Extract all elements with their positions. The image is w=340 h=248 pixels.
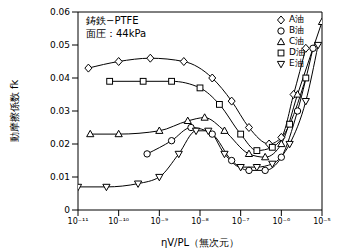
svg-text:0.01: 0.01 — [50, 172, 70, 182]
svg-text:10⁻⁷: 10⁻⁷ — [232, 217, 250, 226]
svg-text:10⁻⁶: 10⁻⁶ — [273, 217, 291, 226]
svg-text:0.03: 0.03 — [50, 106, 70, 116]
html-text:A油: A油 — [289, 14, 305, 24]
svg-text:ηV/PL（無次元）: ηV/PL（無次元） — [161, 237, 239, 248]
svg-text:0: 0 — [64, 205, 70, 215]
html-text:D油: D油 — [289, 47, 305, 57]
svg-text:10⁻⁸: 10⁻⁸ — [191, 217, 209, 226]
html-text:E油: E油 — [289, 58, 304, 68]
html-text:C油: C油 — [289, 36, 305, 46]
html-text:鋳鉄−PTFE: 鋳鉄−PTFE — [86, 15, 139, 26]
svg-text:0.04: 0.04 — [50, 73, 70, 83]
svg-text:0.02: 0.02 — [50, 139, 70, 149]
svg-text:10⁻⁵: 10⁻⁵ — [313, 217, 331, 226]
svg-text:動摩擦係数 fk: 動摩擦係数 fk — [9, 80, 20, 143]
svg-text:10⁻⁹: 10⁻⁹ — [151, 217, 169, 226]
svg-text:10⁻¹¹: 10⁻¹¹ — [68, 217, 89, 226]
svg-text:0.06: 0.06 — [50, 7, 70, 17]
html-text:面圧：44kPa: 面圧：44kPa — [86, 28, 147, 39]
svg-text:0.05: 0.05 — [50, 40, 70, 50]
svg-text:10⁻¹⁰: 10⁻¹⁰ — [108, 217, 129, 226]
html-text:B油: B油 — [289, 25, 305, 35]
